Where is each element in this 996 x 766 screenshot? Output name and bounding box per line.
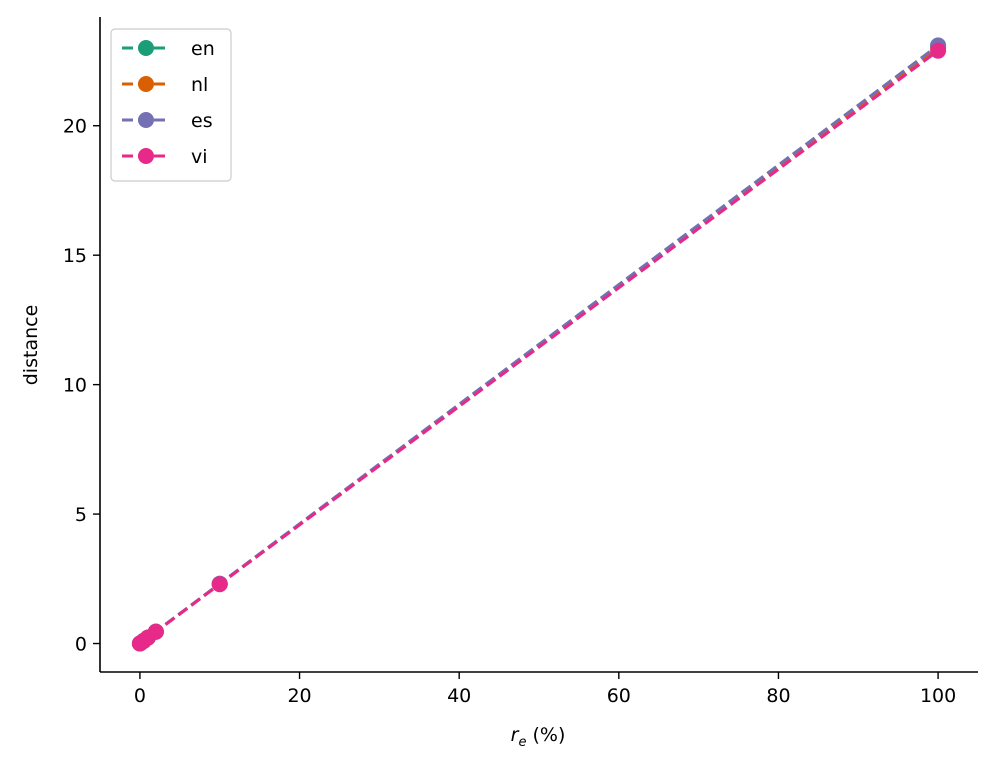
x-axis-label-unit: (%) [526, 724, 565, 746]
series-es [131, 37, 947, 652]
legend-marker-en [138, 40, 154, 56]
legend-label-nl: nl [191, 74, 208, 96]
x-tick-label: 100 [920, 685, 956, 707]
legend-label-es: es [191, 110, 213, 132]
y-tick-label: 15 [63, 245, 87, 267]
x-axis-label: re (%) [511, 724, 566, 750]
series-vi [131, 42, 947, 652]
x-tick-label: 0 [134, 685, 146, 707]
legend: en nl es vi [110, 28, 232, 182]
legend-marker-vi [138, 148, 154, 164]
x-tick-label: 80 [766, 685, 790, 707]
legend-entry-nl: nl [122, 74, 208, 96]
y-tick-label: 5 [75, 504, 87, 526]
y-axis-ticks: 0 5 10 15 20 [63, 116, 100, 656]
x-tick-label: 60 [607, 685, 631, 707]
legend-marker-nl [138, 76, 154, 92]
legend-label-vi: vi [191, 146, 208, 168]
legend-entry-vi: vi [122, 146, 208, 168]
y-axis-label: distance [20, 305, 42, 386]
legend-entry-en: en [122, 38, 215, 60]
legend-label-en: en [191, 38, 215, 60]
x-tick-label: 40 [447, 685, 471, 707]
x-tick-label: 20 [287, 685, 311, 707]
legend-box [110, 28, 232, 182]
series-layer [131, 37, 947, 652]
data-point-vi [930, 42, 947, 59]
series-line-vi [139, 49, 939, 645]
x-axis-ticks: 0 20 40 60 80 100 [134, 672, 956, 707]
y-tick-label: 10 [63, 375, 87, 397]
data-point-vi [147, 623, 164, 640]
x-axis-label-variable: r [511, 724, 520, 746]
legend-marker-es [138, 112, 154, 128]
y-tick-label: 0 [75, 634, 87, 656]
legend-entry-es: es [122, 110, 213, 132]
x-axis-label-subscript: e [518, 735, 526, 750]
data-point-vi [211, 576, 228, 593]
y-tick-label: 20 [63, 116, 87, 138]
